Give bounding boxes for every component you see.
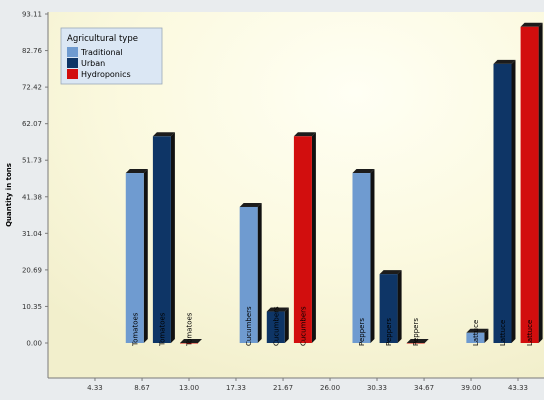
x-tick-label: 34.67	[414, 384, 434, 392]
x-tick-label: 30.33	[367, 384, 387, 392]
legend-swatch-urban	[67, 58, 78, 68]
bar-top	[239, 202, 262, 207]
bar-front	[520, 26, 539, 344]
bar-front	[239, 206, 258, 343]
legend-swatch-traditional	[67, 47, 78, 57]
y-tick-label: 62.07	[22, 120, 42, 128]
y-tick-label: 31.04	[22, 230, 43, 238]
x-tick-label: 43.33	[508, 384, 528, 392]
bar-top	[352, 169, 375, 174]
bar-side	[143, 169, 148, 343]
bar-top	[266, 307, 289, 312]
y-tick-label: 82.76	[22, 47, 43, 55]
bar-category-label: Lattuce	[472, 320, 480, 346]
bar-top	[520, 22, 543, 27]
legend: Agricultural type Traditional Urban Hydrop…	[60, 27, 163, 85]
bar-category-label: Lattuce	[526, 320, 534, 346]
bar-category-label: Lattuce	[499, 320, 507, 346]
bar-top	[125, 169, 148, 174]
bar-front	[293, 136, 312, 343]
bar-front	[266, 311, 285, 343]
bar-top	[493, 59, 516, 64]
bar-category-label: Tomatoes	[131, 312, 139, 347]
bar-category-label: Tomatoes	[158, 312, 166, 347]
bar-side	[484, 328, 489, 343]
y-axis-ticks: 93.11 82.76 72.42 62.07 51.73 41.38 31.04 20.69…	[22, 11, 48, 348]
bar-traditional-peppers: Peppers	[352, 169, 375, 346]
x-tick-label: 39.00	[461, 384, 481, 392]
bar-hydroponics-cucumbers: Cucumbers	[293, 132, 316, 346]
bar-front	[406, 343, 425, 344]
bar-top	[466, 328, 489, 333]
bar-category-label: Peppers	[385, 318, 393, 346]
bar-side	[397, 270, 402, 343]
x-axis-ticks: 4.33 8.67 13.00 17.33 21.67 26.00 30.33 34.67 39…	[87, 378, 528, 392]
bar-side	[370, 169, 375, 343]
bar-urban-peppers: Peppers	[379, 270, 402, 346]
x-tick-label: 21.67	[273, 384, 293, 392]
bar-category-label: Tomatoes	[186, 312, 194, 347]
y-tick-label: 10.35	[22, 303, 42, 311]
bar-category-label: Peppers	[358, 318, 366, 346]
legend-label-traditional: Traditional	[80, 48, 123, 57]
legend-label-urban: Urban	[81, 59, 105, 68]
bar-side	[284, 307, 289, 343]
x-tick-label: 13.00	[179, 384, 199, 392]
bar-urban-tomatoes: Tomatoes	[152, 132, 175, 347]
bar-side	[257, 202, 262, 343]
bar-hydroponics-peppers: Peppers	[406, 318, 429, 346]
bar-top	[379, 270, 402, 275]
x-tick-label: 8.67	[134, 384, 150, 392]
y-axis-label: Quantity in tons	[5, 163, 13, 227]
bar-side	[170, 132, 175, 343]
bar-front	[180, 343, 199, 344]
bar-top	[293, 132, 316, 137]
x-tick-label: 17.33	[226, 384, 246, 392]
y-tick-label: 51.73	[22, 157, 42, 165]
y-tick-label: 20.69	[22, 266, 42, 274]
y-tick-label: 93.11	[22, 11, 42, 19]
bar-traditional-cucumbers: Cucumbers	[239, 202, 262, 346]
bar-category-label: Cucumbers	[299, 306, 307, 346]
bar-urban-lattuce: Lattuce	[493, 59, 516, 346]
x-tick-label: 4.33	[87, 384, 103, 392]
bar-top	[406, 339, 429, 343]
bar-side	[511, 59, 516, 343]
x-tick-label: 26.00	[320, 384, 340, 392]
bar-hydroponics-tomatoes: Tomatoes	[180, 312, 203, 347]
bar-front	[152, 136, 171, 343]
legend-title: Agricultural type	[67, 34, 138, 44]
legend-label-hydroponics: Hydroponics	[81, 70, 131, 79]
bar-front	[379, 274, 398, 343]
legend-swatch-hydroponics	[67, 69, 78, 79]
y-tick-label: 72.42	[22, 84, 42, 92]
bar-category-label: Cucumbers	[245, 306, 253, 346]
bar-front	[466, 332, 485, 343]
bar-top	[180, 339, 203, 343]
bar-traditional-lattuce: Lattuce	[466, 320, 489, 346]
bar-front	[352, 173, 371, 343]
bar-side	[538, 22, 543, 344]
bar-category-label: Peppers	[412, 318, 420, 346]
bar-front	[493, 63, 512, 343]
bars: Tomatoes Cucumbers Peppers Lattuce Tomatoes C…	[125, 22, 543, 347]
bar-front	[125, 173, 144, 343]
bar-traditional-tomatoes: Tomatoes	[125, 169, 148, 347]
bar-category-label: Cucumbers	[272, 306, 280, 346]
y-tick-label: 41.38	[22, 193, 42, 201]
bar-hydroponics-lattuce: Lattuce	[520, 22, 543, 346]
bar-side	[311, 132, 316, 343]
y-tick-label: 0.00	[26, 340, 42, 348]
bar-urban-cucumbers: Cucumbers	[266, 306, 289, 346]
legend-items: Traditional Urban Hydroponics	[67, 47, 131, 79]
bar-top	[152, 132, 175, 137]
